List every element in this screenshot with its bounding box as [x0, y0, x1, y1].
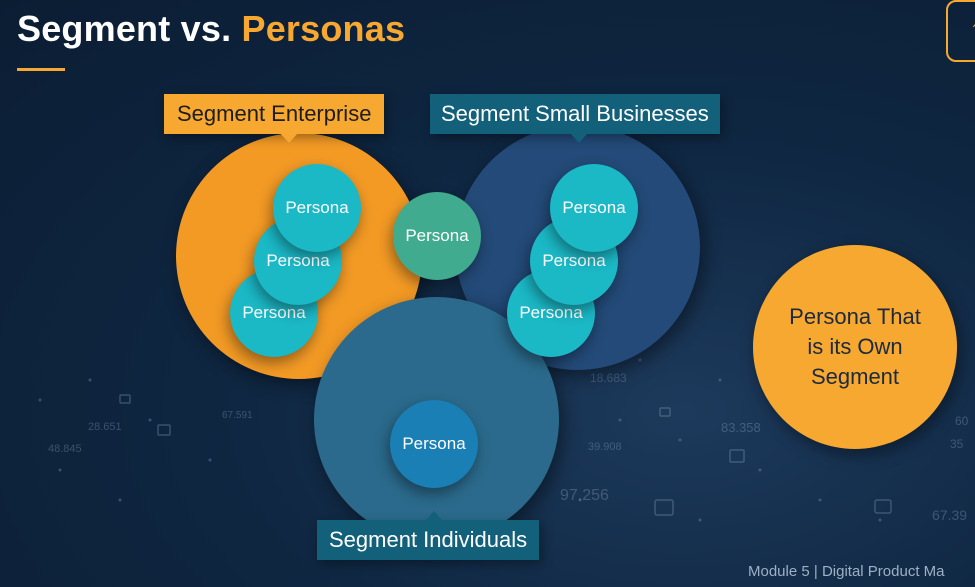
persona-individuals: Persona: [390, 400, 478, 488]
bg-number: 60: [955, 414, 969, 428]
persona-own-segment-circle: Persona That is its Own Segment: [753, 245, 957, 449]
segment-small-businesses-label: Segment Small Businesses: [430, 94, 720, 143]
bg-number: 83.358: [721, 420, 761, 435]
arrow-icon: ↑: [970, 16, 975, 42]
bg-number: 67.591: [222, 410, 253, 421]
bg-number: 28.651: [88, 421, 122, 433]
title-underline: [17, 68, 65, 71]
persona-small-business-1: Persona: [550, 164, 638, 252]
label-pointer: [570, 133, 588, 143]
corner-button[interactable]: ↑: [946, 0, 975, 62]
bg-number: 18.683: [590, 371, 627, 385]
segment-enterprise-text: Segment Enterprise: [177, 101, 372, 126]
persona-enterprise-1: Persona: [273, 164, 361, 252]
footer-text: Module 5 | Digital Product Ma: [748, 563, 945, 580]
label-pointer: [425, 511, 443, 521]
title-part1: Segment vs.: [17, 8, 242, 49]
label-pointer: [280, 133, 298, 143]
persona-own-segment-text: Persona That is its Own Segment: [789, 304, 921, 389]
persona-overlap: Persona: [393, 192, 481, 280]
slide-title: Segment vs. Personas: [17, 8, 405, 50]
segment-individuals-text: Segment Individuals: [329, 527, 528, 552]
title-part2: Personas: [241, 8, 406, 49]
segment-enterprise-label: Segment Enterprise: [164, 94, 385, 143]
bg-number: 39.908: [588, 441, 622, 453]
segment-individuals-label: Segment Individuals: [317, 511, 540, 560]
bg-number: 35: [950, 437, 964, 451]
bg-number: 67.39: [932, 507, 967, 523]
bg-number: 48.845: [48, 443, 82, 455]
segment-small-businesses-text: Segment Small Businesses: [441, 101, 709, 126]
bg-number: 97.256: [560, 487, 609, 504]
